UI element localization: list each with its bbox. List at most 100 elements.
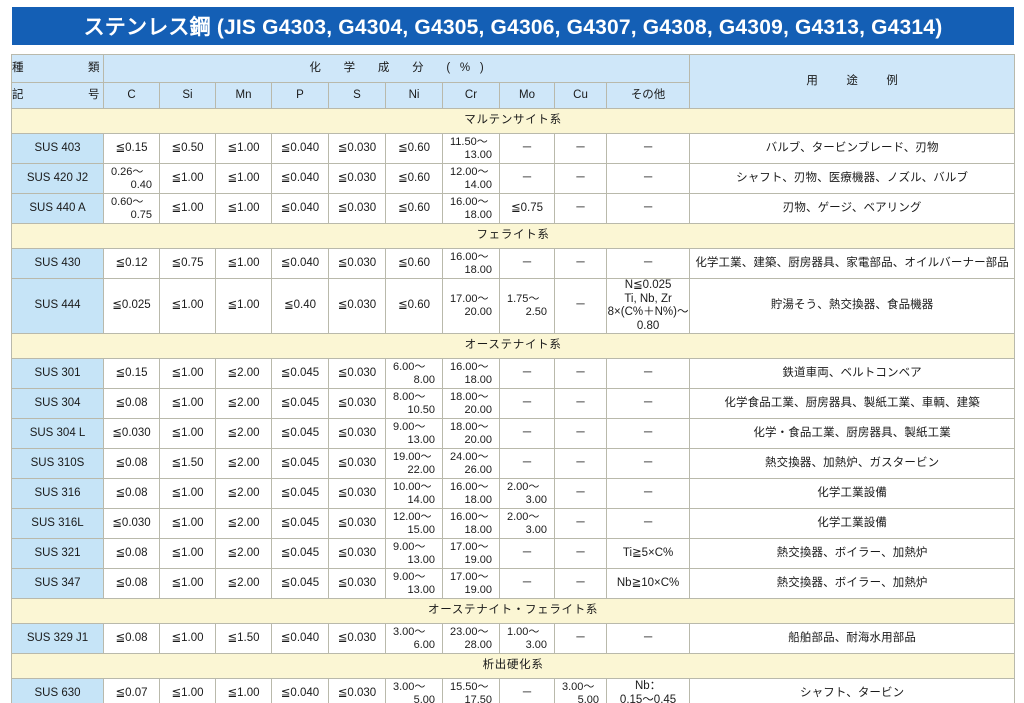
table-row: SUS 321 ≦0.08 ≦1.00 ≦2.00 ≦0.045 ≦0.030 9.00～ 1… [11, 538, 1016, 570]
section-header-row: マルテンサイト系 [10, 108, 1016, 134]
cell-cu: － [554, 193, 607, 224]
cell-cr-min: 23.00～ [450, 625, 489, 638]
cell-mo: ≦0.75 [499, 193, 555, 224]
usage-example: 化学工業設備 [689, 478, 1016, 510]
cell-mn: ≦2.00 [215, 418, 272, 450]
cell-s: ≦0.030 [328, 508, 386, 540]
cell-s: ≦0.030 [328, 388, 386, 420]
table-row: SUS 440 A 0.60～ 0.75 ≦1.00 ≦1.00 ≦0.040 ≦0.030… [11, 193, 1016, 224]
cell-cr-min: 16.00～ [450, 195, 489, 208]
cell-s: ≦0.030 [328, 358, 386, 390]
cell-cr: 24.00～ 26.00 [442, 448, 500, 480]
cell-cu: － [554, 623, 607, 655]
cell-p: ≦0.040 [271, 248, 329, 279]
cell-si: ≦1.00 [159, 388, 216, 420]
cell-cu: － [554, 248, 607, 279]
grade-symbol: SUS 403 [11, 133, 104, 164]
table-row: SUS 630 ≦0.07 ≦1.00 ≦1.00 ≦0.040 ≦0.030 3.00～ 5… [11, 678, 1016, 703]
cell-mo-min: 1.75～ [507, 293, 540, 306]
cell-ni: 3.00～ 5.00 [385, 678, 443, 703]
cell-mo-min: 2.00～ [507, 480, 540, 493]
cell-ni: ≦0.60 [385, 193, 443, 224]
cell-cr: 18.00～ 20.00 [442, 418, 500, 450]
cell-cu: － [554, 568, 607, 600]
cell-mo: 2.00～ 3.00 [499, 478, 555, 510]
cell-mo-min: 1.00～ [507, 625, 540, 638]
cell-ni: 9.00～ 13.00 [385, 418, 443, 450]
header-element-mn: Mn [215, 82, 272, 109]
table-row: SUS 304 ≦0.08 ≦1.00 ≦2.00 ≦0.045 ≦0.030 8.00～ 1… [11, 388, 1016, 420]
cell-mo-max: 2.50 [525, 306, 547, 319]
cell-s: ≦0.030 [328, 678, 386, 703]
cell-ni-max: 14.00 [407, 493, 435, 506]
cell-mn: ≦2.00 [215, 538, 272, 570]
cell-cr: 11.50～ 13.00 [442, 133, 500, 164]
cell-cr: 15.50～ 17.50 [442, 678, 500, 703]
cell-mo: － [499, 678, 555, 703]
cell-other: － [605, 418, 691, 450]
cell-mn: ≦2.00 [215, 388, 272, 420]
cell-s: ≦0.030 [328, 133, 386, 164]
table-row: SUS 304 L ≦0.030 ≦1.00 ≦2.00 ≦0.045 ≦0.030 9.0… [11, 418, 1016, 450]
cell-other-line: N≦0.025 [624, 279, 672, 291]
cell-c: ≦0.08 [103, 538, 160, 570]
table-body: マルテンサイト系 SUS 403 ≦0.15 ≦0.50 ≦1.00 ≦0.040 ≦0.0… [10, 108, 1016, 703]
grade-symbol: SUS 316L [11, 508, 104, 540]
cell-s: ≦0.030 [328, 418, 386, 450]
usage-example: シャフト、刃物、医療機器、ノズル、バルブ [689, 163, 1016, 194]
usage-example: 船舶部品、耐海水用部品 [689, 623, 1016, 655]
cell-s: ≦0.030 [328, 478, 386, 510]
cell-cr-min: 18.00～ [450, 420, 489, 433]
cell-cr-max: 17.50 [464, 693, 492, 703]
usage-example: 熱交換器、ボイラー、加熱炉 [689, 568, 1016, 600]
cell-cr: 18.00～ 20.00 [442, 388, 500, 420]
cell-c: ≦0.030 [103, 418, 160, 450]
page-title: ステンレス鋼 (JIS G4303, G4304, G4305, G4306, … [12, 7, 1014, 45]
cell-si: ≦0.50 [159, 133, 216, 164]
cell-ni-max: 22.00 [407, 463, 435, 476]
cell-other: Nb： 0.15～0.45 [605, 678, 691, 703]
section-header-row: オーステナイト・フェライト系 [10, 598, 1016, 625]
cell-s: ≦0.030 [328, 623, 386, 655]
cell-ni-min: 6.00～ [393, 360, 426, 373]
cell-p: ≦0.045 [271, 568, 329, 600]
cell-cr-min: 16.00～ [450, 510, 489, 523]
cell-cr-max: 20.00 [464, 433, 492, 446]
cell-c: ≦0.025 [103, 277, 160, 335]
usage-example: 化学工業設備 [689, 508, 1016, 540]
cell-cr-min: 11.50～ [450, 135, 488, 148]
cell-mo-max: 3.00 [525, 493, 547, 506]
header-element-cr: Cr [442, 82, 500, 109]
cell-cu: － [554, 277, 607, 335]
cell-cr: 16.00～ 18.00 [442, 248, 500, 279]
header-element-s: S [328, 82, 386, 109]
cell-mo-max: 3.00 [525, 638, 547, 651]
cell-mo: － [499, 388, 555, 420]
cell-mn: ≦1.00 [215, 163, 272, 194]
cell-other: － [605, 358, 691, 390]
grade-symbol: SUS 301 [11, 358, 104, 390]
table-row: SUS 403 ≦0.15 ≦0.50 ≦1.00 ≦0.040 ≦0.030 ≦0.60 1… [11, 133, 1016, 164]
cell-c: ≦0.08 [103, 448, 160, 480]
cell-cu: － [554, 508, 607, 540]
cell-si: ≦1.50 [159, 448, 216, 480]
cell-ni-max: 6.00 [413, 638, 435, 651]
cell-ni-min: 8.00～ [393, 390, 426, 403]
section-title: マルテンサイト系 [10, 108, 1016, 134]
spec-table-container: 種 類 化 学 成 分 (%) 用 途 例 記 号 C Si Mn P S Ni… [10, 54, 1016, 703]
table-row: SUS 420 J2 0.26～ 0.40 ≦1.00 ≦1.00 ≦0.040 ≦0.03… [11, 163, 1016, 194]
cell-mo: 1.75～ 2.50 [499, 277, 555, 335]
cell-s: ≦0.030 [328, 277, 386, 335]
cell-mo: － [499, 418, 555, 450]
cell-other: Nb≧10×C% [605, 568, 691, 600]
cell-cr-min: 17.00～ [450, 293, 489, 306]
cell-cr-max: 18.00 [464, 263, 492, 276]
grade-symbol: SUS 420 J2 [11, 163, 104, 194]
cell-cr-max: 26.00 [464, 463, 492, 476]
cell-s: ≦0.030 [328, 568, 386, 600]
grade-symbol: SUS 440 A [11, 193, 104, 224]
cell-mn: ≦1.00 [215, 678, 272, 703]
cell-cr-max: 18.00 [464, 493, 492, 506]
table-row: SUS 329 J1 ≦0.08 ≦1.00 ≦1.50 ≦0.040 ≦0.030 3.0… [11, 623, 1016, 655]
cell-other: － [605, 448, 691, 480]
